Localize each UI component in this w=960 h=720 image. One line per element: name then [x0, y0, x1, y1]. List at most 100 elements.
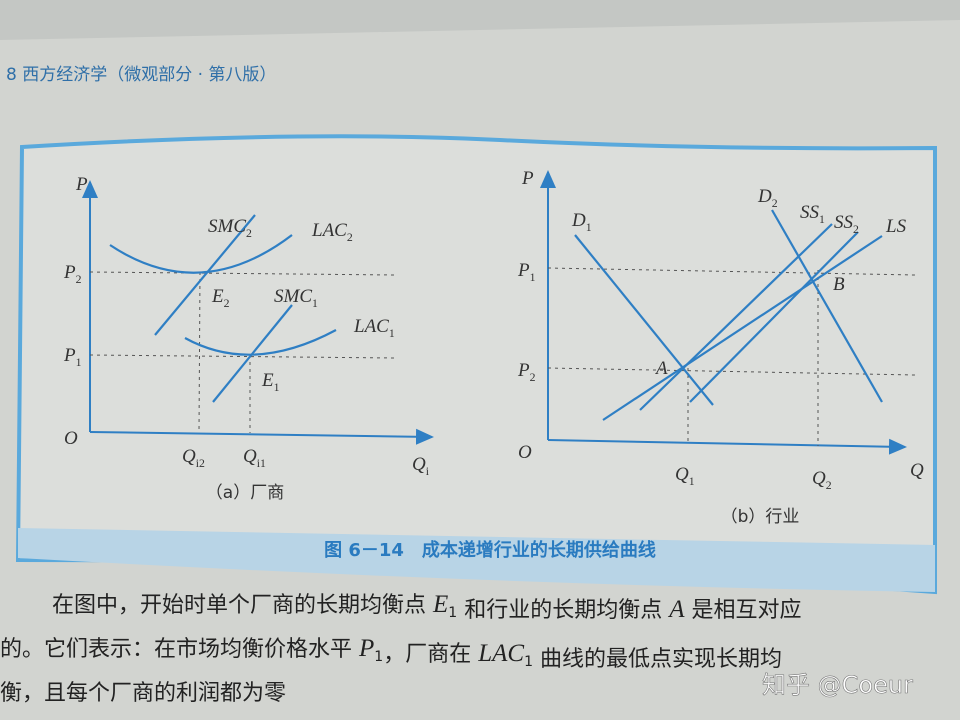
- axis-label: O: [518, 442, 532, 463]
- caption-bar: [18, 528, 935, 592]
- label-sub: 1: [76, 356, 82, 369]
- panel-a: [82, 180, 434, 445]
- label-main: E: [261, 370, 274, 391]
- label-sub: 2: [347, 231, 353, 244]
- smc1-curve: [212, 304, 293, 403]
- text-run: 是相互对应: [684, 598, 801, 623]
- label-main: Q: [675, 464, 689, 485]
- axis-label: Qi1: [243, 446, 266, 470]
- label-sub: 2: [76, 273, 82, 286]
- label-main: D: [571, 210, 586, 231]
- guide: [89, 354, 396, 359]
- axis-label: LS: [885, 216, 907, 237]
- axis-label: P1: [517, 260, 536, 284]
- lac1-curve: [184, 329, 337, 356]
- axis-label: D2: [757, 186, 778, 210]
- axis-label: Qi: [412, 454, 430, 478]
- label-main: LS: [885, 216, 907, 237]
- label-main: SS: [834, 212, 854, 233]
- axis-label: Q1: [675, 464, 695, 488]
- label-main: D: [757, 186, 772, 207]
- label-sub: i: [426, 465, 430, 478]
- axis-label: P2: [517, 360, 536, 384]
- axis-label: SS2: [834, 212, 859, 236]
- ls-curve: [602, 235, 883, 421]
- axis-label: P1: [63, 345, 82, 369]
- text-run: ，厂商在: [383, 642, 478, 667]
- axis-label: SMC1: [274, 286, 318, 310]
- panel-b: [540, 170, 916, 455]
- body-line: 的。它们表示：在市场均衡价格水平 P1，厂商在 LAC1 曲线的最低点实现长期均: [0, 635, 782, 672]
- label-main: P: [521, 168, 534, 189]
- label-sub: 2: [246, 227, 252, 240]
- axis-label: Q2: [812, 468, 832, 492]
- text-sub: 1: [374, 649, 383, 665]
- text-run: LAC: [477, 640, 524, 667]
- d2-curve: [771, 209, 883, 403]
- axis-label: E2: [211, 286, 230, 310]
- label-main: SMC: [274, 286, 312, 307]
- label-sub: 2: [772, 197, 778, 210]
- label-sub: 1: [586, 221, 592, 234]
- text-run: 曲线的最低点实现长期均: [533, 647, 782, 672]
- axis-label: E1: [261, 370, 280, 394]
- text-run: A: [667, 596, 685, 623]
- label-sub: 1: [389, 327, 395, 340]
- x-axis: [89, 428, 434, 445]
- axis-label: Qi2: [182, 446, 205, 470]
- label-sub: 1: [819, 213, 825, 226]
- label-main: SMC: [208, 216, 246, 237]
- label-sub: i2: [196, 457, 205, 470]
- text-run: P: [358, 635, 374, 662]
- axis-label: SS1: [800, 202, 825, 226]
- axis-label: A: [654, 358, 668, 379]
- label-sub: 1: [689, 475, 695, 488]
- label-main: P: [75, 174, 88, 195]
- label-main: P: [517, 360, 530, 381]
- label-main: P: [517, 260, 530, 281]
- lac2-curve: [109, 234, 293, 274]
- figure-caption: 图 6－14 成本递增行业的长期供给曲线: [324, 539, 656, 561]
- axis-label: D1: [571, 210, 592, 234]
- text-sub: 1: [524, 654, 533, 670]
- label-main: O: [518, 442, 532, 463]
- label-sub: 2: [826, 479, 832, 492]
- smc2-curve: [154, 214, 256, 336]
- axis-label: P: [75, 174, 88, 195]
- axis-label: O: [64, 428, 78, 449]
- guide: [547, 267, 916, 276]
- label-main: P: [63, 345, 76, 366]
- label-main: Q: [243, 446, 257, 467]
- label-main: P: [63, 262, 76, 283]
- axis-label: B: [833, 274, 845, 295]
- label-main: Q: [412, 454, 426, 475]
- body-line: 衡，且每个厂商的利润都为零: [0, 681, 286, 706]
- label-main: Q: [910, 460, 924, 481]
- text-run: 的。它们表示：在市场均衡价格水平: [0, 637, 359, 662]
- label-sub: i1: [257, 457, 266, 470]
- panel-caption: （a）厂商: [206, 483, 284, 503]
- label-sub: 2: [853, 223, 859, 236]
- label-main: Q: [182, 446, 196, 467]
- guide: [198, 271, 201, 433]
- axis-label: P2: [63, 262, 82, 286]
- ss2-curve: [689, 231, 859, 403]
- label-main: Q: [812, 468, 826, 489]
- label-main: O: [64, 428, 78, 449]
- axis-label: LAC2: [311, 220, 353, 244]
- label-main: A: [654, 358, 668, 379]
- label-main: LAC: [353, 316, 389, 337]
- text-run: 在图中，开始时单个厂商的长期均衡点: [52, 593, 433, 618]
- axis-label: Q: [910, 460, 924, 481]
- label-sub: 2: [530, 371, 536, 384]
- text-run: E: [432, 591, 448, 618]
- running-header: 8 西方经济学（微观部分 · 第八版）: [6, 65, 276, 85]
- panel-caption: （b）行业: [721, 507, 800, 527]
- axis-label: P: [521, 168, 534, 189]
- body-line: 在图中，开始时单个厂商的长期均衡点 E1 和行业的长期均衡点 A 是相互对应: [52, 591, 801, 623]
- label-sub: 2: [224, 297, 230, 310]
- text-run: 和行业的长期均衡点: [457, 598, 669, 623]
- ss1-curve: [639, 223, 833, 411]
- guide: [89, 271, 396, 276]
